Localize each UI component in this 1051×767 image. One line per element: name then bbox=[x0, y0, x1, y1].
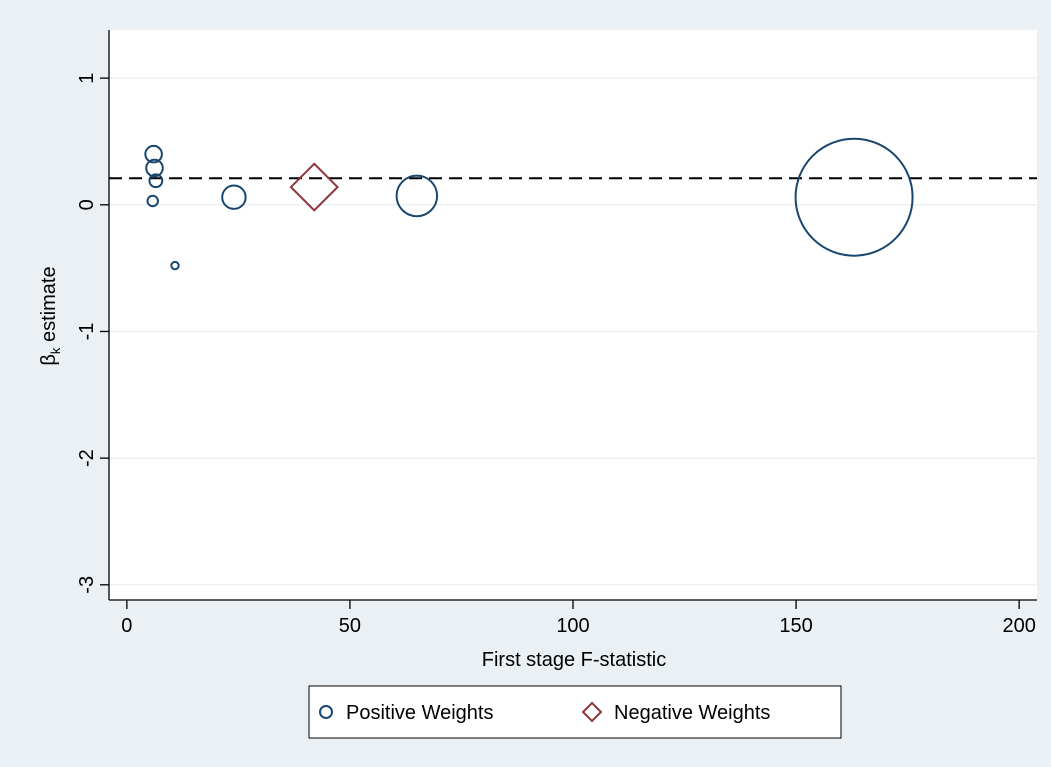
y-axis-title: βk estimate bbox=[38, 266, 63, 365]
y-tick-label: -2 bbox=[76, 449, 98, 467]
point-positive-weight bbox=[221, 184, 247, 210]
x-tick-label: 200 bbox=[1002, 615, 1035, 637]
y-axis-title-beta: β bbox=[38, 354, 60, 366]
x-tick-label: 100 bbox=[556, 615, 589, 637]
x-axis-ticks: 0 50 100 150 200 bbox=[121, 600, 1036, 637]
x-tick-label: 150 bbox=[779, 615, 812, 637]
y-axis-ticks: 1 0 -1 -2 -3 bbox=[76, 73, 109, 594]
markers-layer bbox=[144, 137, 914, 271]
y-axis-title-rest: estimate bbox=[38, 266, 60, 347]
y-axis-title-subscript: k bbox=[48, 347, 63, 354]
point-positive-weight bbox=[146, 194, 159, 208]
legend: Positive Weights Negative Weights bbox=[308, 685, 842, 739]
y-tick-label: -1 bbox=[76, 323, 98, 341]
x-axis-title: First stage F-statistic bbox=[482, 649, 666, 671]
point-negative-weight bbox=[289, 162, 339, 212]
point-positive-weight bbox=[145, 158, 164, 178]
legend-label-negative: Negative Weights bbox=[614, 702, 770, 724]
legend-marker-negative bbox=[581, 701, 603, 723]
point-positive-weight bbox=[794, 137, 914, 257]
x-tick-label: 50 bbox=[339, 615, 361, 637]
legend-box bbox=[308, 685, 842, 739]
y-tick-label: -3 bbox=[76, 576, 98, 594]
point-positive-weight bbox=[144, 144, 163, 164]
legend-label-positive: Positive Weights bbox=[346, 702, 493, 724]
point-positive-weight bbox=[148, 173, 164, 189]
point-positive-weight bbox=[395, 174, 439, 218]
y-tick-label: 1 bbox=[76, 73, 98, 84]
point-positive-weight bbox=[170, 260, 180, 271]
y-tick-label: 0 bbox=[76, 199, 98, 210]
x-tick-label: 0 bbox=[121, 615, 132, 637]
legend-marker-positive bbox=[319, 705, 333, 719]
grid-lines bbox=[109, 77, 1037, 586]
plot-area bbox=[109, 30, 1037, 600]
